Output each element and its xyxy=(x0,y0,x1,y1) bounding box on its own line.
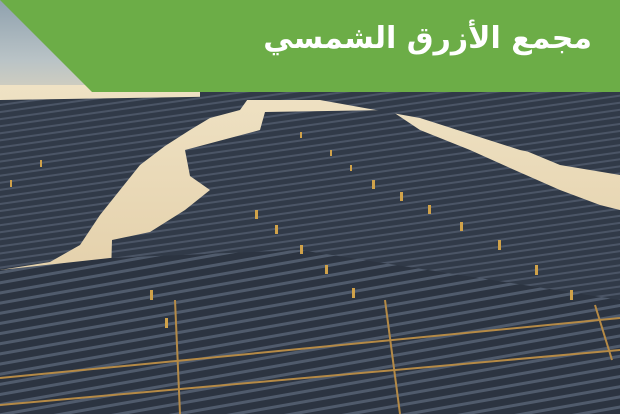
title-banner xyxy=(0,0,620,92)
banner-shape xyxy=(0,0,620,92)
solar-panels-left xyxy=(0,96,250,270)
solar-panels-foreground xyxy=(0,250,620,414)
solar-panels-right xyxy=(460,92,620,175)
panel-frames xyxy=(0,299,620,414)
page-title: مجمع الأزرق الشمسي xyxy=(263,21,592,56)
inverter-posts xyxy=(10,132,573,328)
